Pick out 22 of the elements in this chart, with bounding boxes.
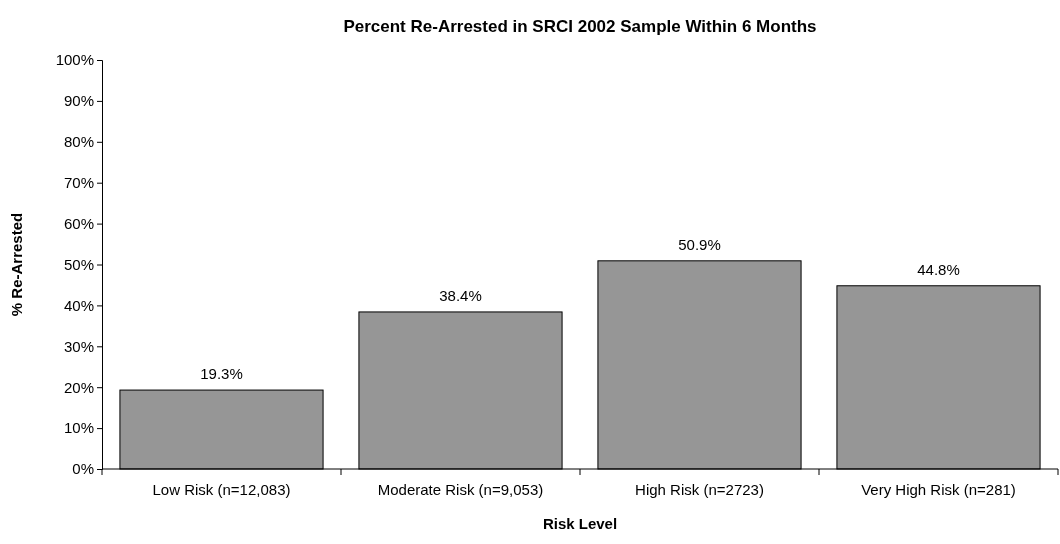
x-tick-label: High Risk (n=2723) <box>635 481 764 498</box>
y-tick-label: 100% <box>55 51 94 69</box>
y-tick-label: 40% <box>63 296 94 314</box>
y-tick-label: 10% <box>63 419 94 437</box>
x-tick-label: Very High Risk (n=281) <box>861 481 1016 498</box>
y-tick-label: 90% <box>63 92 94 110</box>
y-tick-label: 0% <box>72 460 94 478</box>
data-label: 38.4% <box>439 286 482 304</box>
y-tick-label: 50% <box>63 255 94 273</box>
y-tick-label: 60% <box>63 214 94 232</box>
x-axis-title: Risk Level <box>542 515 618 532</box>
y-tick-label: 20% <box>63 378 94 396</box>
y-tick-label: 30% <box>63 337 94 355</box>
x-tick-label: Low Risk (n=12,083) <box>152 481 291 498</box>
y-tick-label: 80% <box>63 133 94 151</box>
data-label: 19.3% <box>200 365 243 383</box>
data-label: 50.9% <box>678 235 721 253</box>
data-label: 44.8% <box>917 260 960 278</box>
chart-title: Percent Re-Arrested in SRCI 2002 Sample Within 6 Months <box>343 17 817 36</box>
x-tick-label: Moderate Risk (n=9,053) <box>377 481 544 498</box>
y-tick-label: 70% <box>63 174 94 191</box>
y-axis-title: % Re-Arrested <box>8 212 25 317</box>
